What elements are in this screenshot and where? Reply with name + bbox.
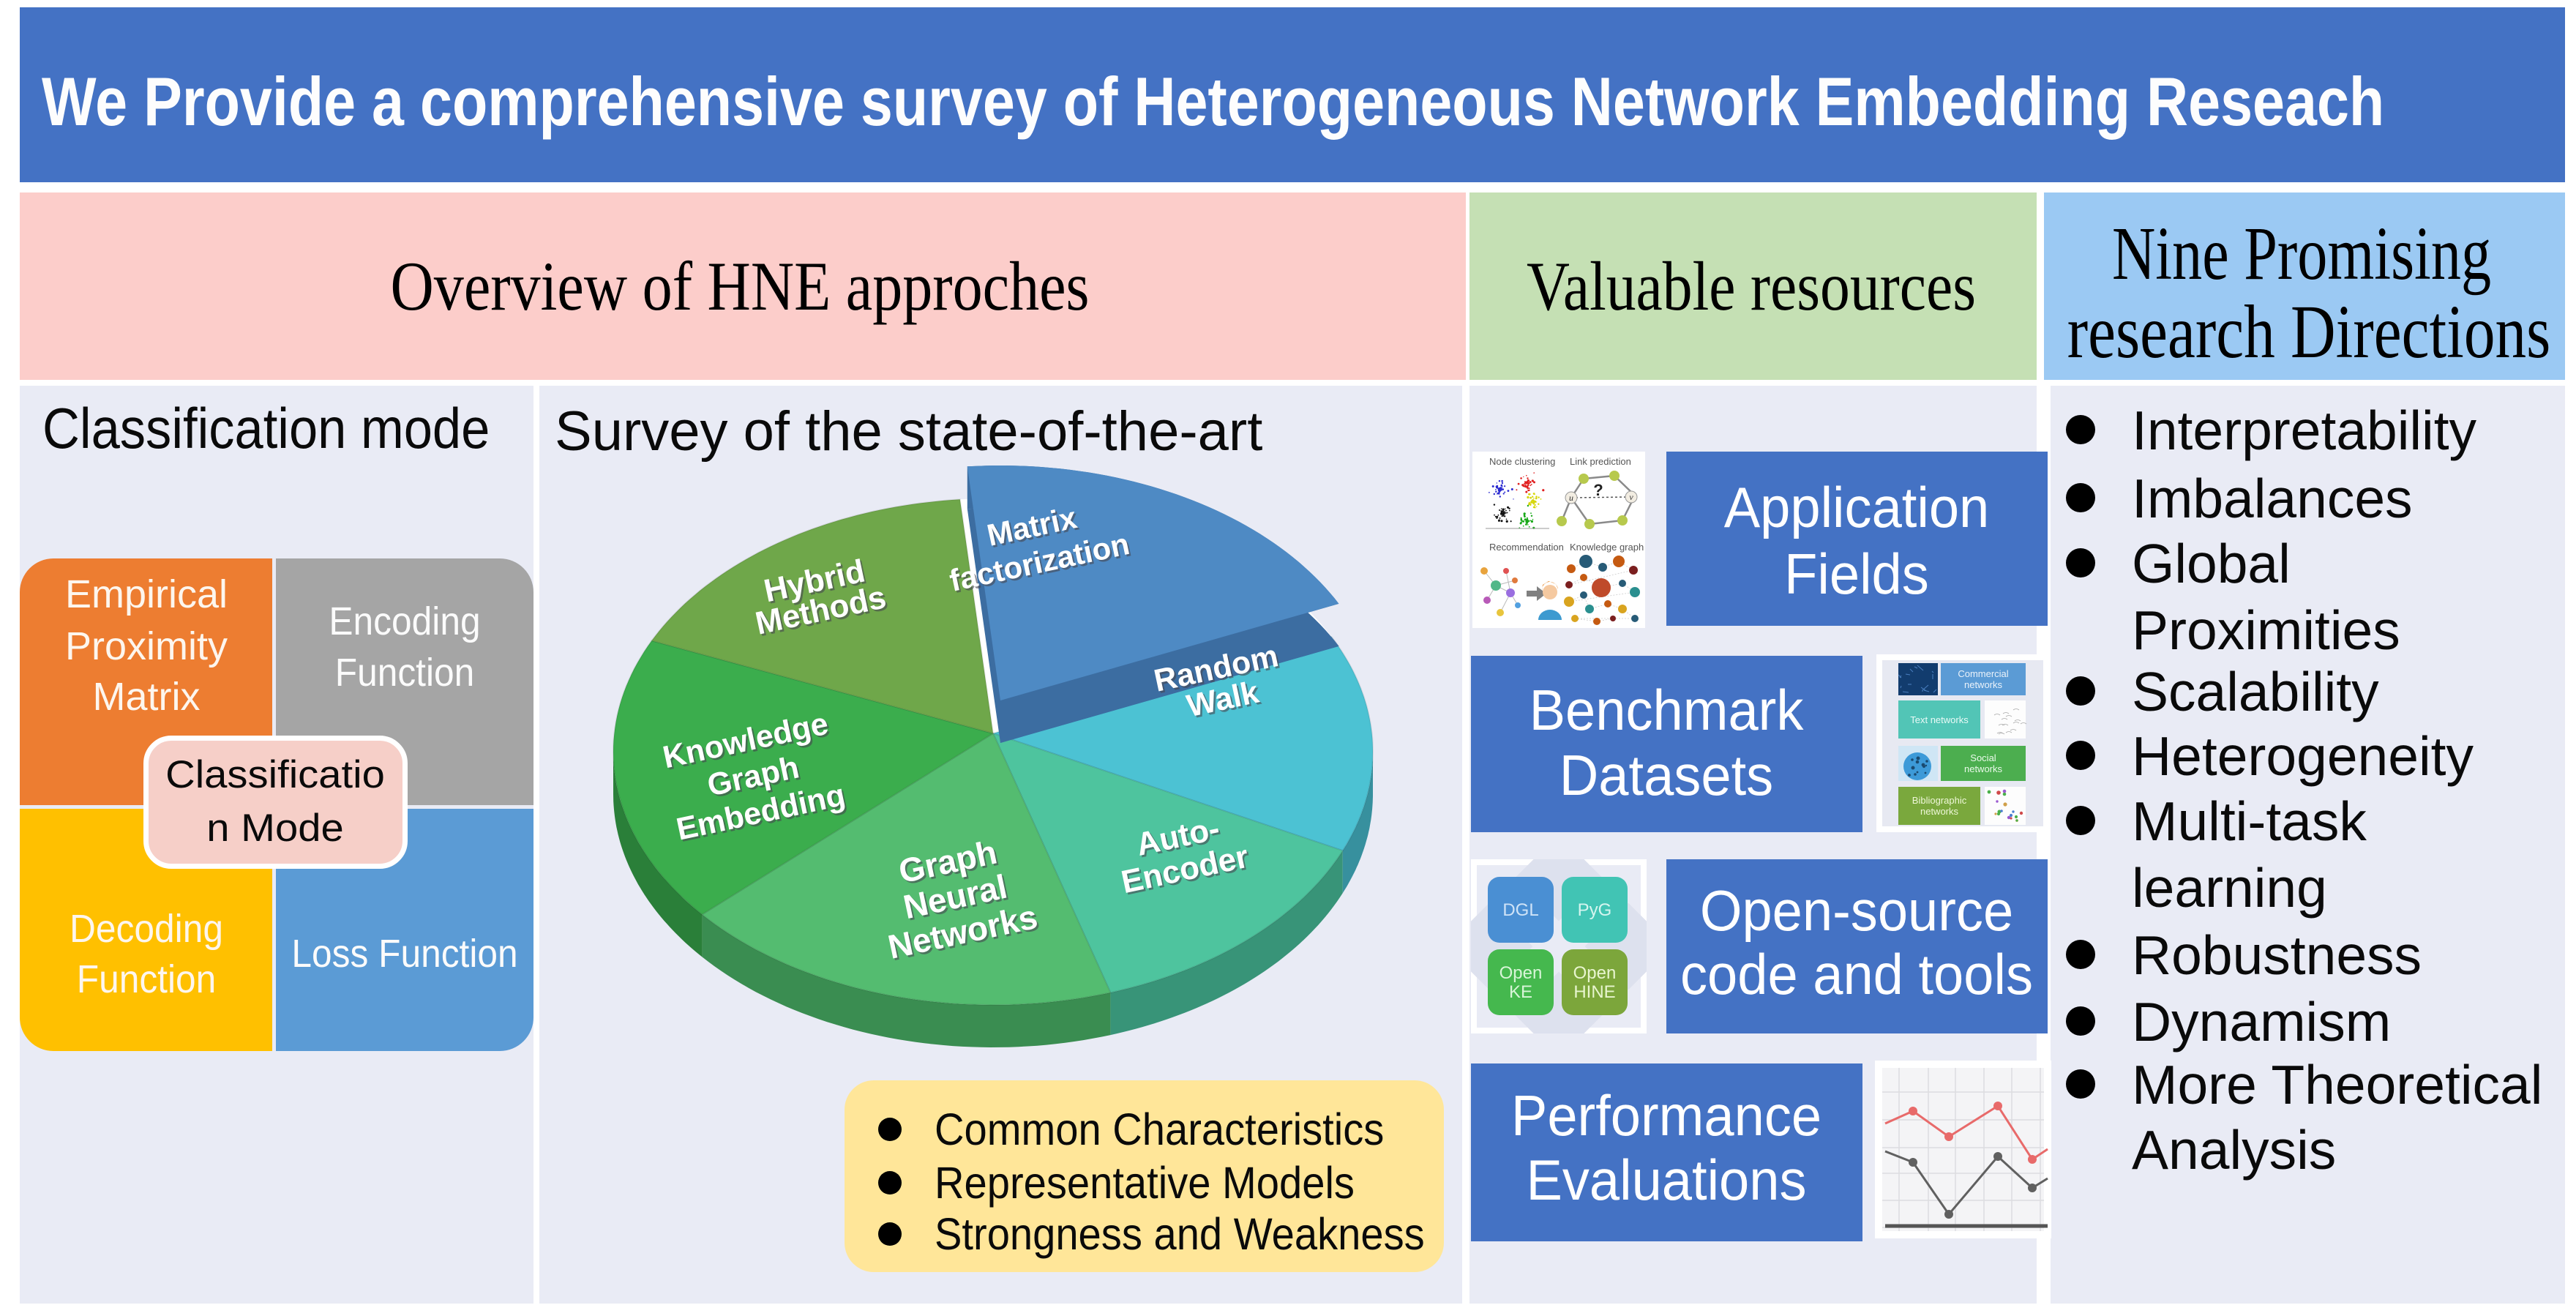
svg-text:Node clustering: Node clustering [1489,456,1555,467]
svg-text:networks: networks [1964,679,2003,690]
svg-text:Recommendation: Recommendation [1489,542,1564,553]
svg-text:networks: networks [1964,763,2003,774]
svg-text:networks: networks [1920,806,1959,817]
svg-text:PyG: PyG [1578,900,1612,920]
svg-text:?: ? [1593,481,1603,499]
svg-text:Link prediction: Link prediction [1570,456,1631,467]
svg-text:Text networks: Text networks [1910,714,1969,725]
svg-text:HINE: HINE [1573,982,1615,1002]
svg-text:Bibliographic: Bibliographic [1912,795,1967,806]
svg-text:u: u [1569,493,1573,503]
svg-text:Social: Social [1970,752,1996,763]
svg-text:Open: Open [1573,963,1617,983]
svg-text:Open: Open [1499,963,1543,983]
svg-text:v: v [1629,492,1633,502]
svg-text:DGL: DGL [1502,900,1538,920]
svg-text:Knowledge graph: Knowledge graph [1570,542,1644,553]
svg-text:Commercial: Commercial [1958,668,2008,679]
svg-text:KE: KE [1509,982,1532,1002]
